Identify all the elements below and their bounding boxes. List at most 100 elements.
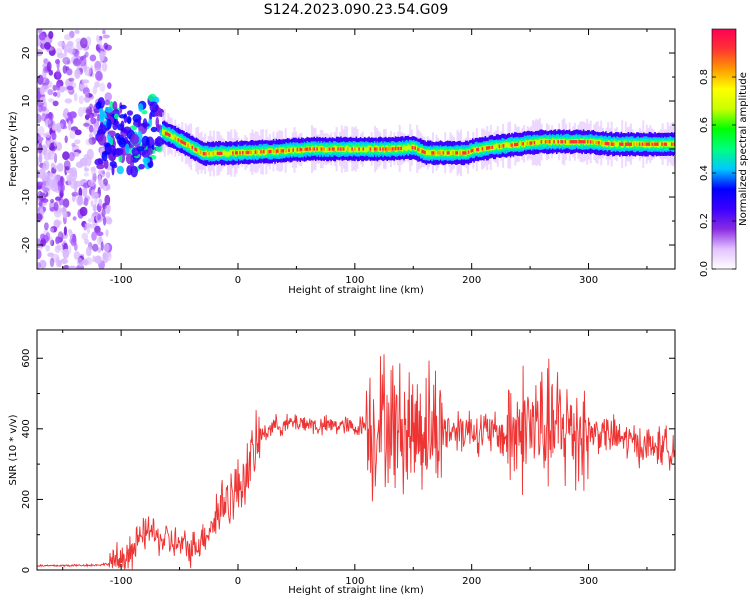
- spectrogram-transition-blob: [159, 129, 163, 137]
- spectrogram-ridge-inner: [616, 142, 618, 148]
- spectrogram-noise-blob: [53, 91, 58, 97]
- spectrogram-ridge-core: [249, 150, 251, 155]
- spectrogram-ridge-inner: [460, 149, 463, 155]
- spectrogram-noise-blob: [104, 44, 112, 51]
- spectrogram-ridge-core: [236, 151, 238, 155]
- spectrogram-ridge-core: [572, 140, 575, 144]
- spectrogram-noise-blob: [57, 180, 62, 186]
- spectrogram-noise-blob: [56, 244, 62, 250]
- spectrogram-ridge-core: [526, 141, 529, 146]
- spectrogram-ridge-core: [647, 142, 649, 146]
- spectrogram-ridge-core: [392, 147, 394, 151]
- spectrogram-ridge-core: [204, 152, 206, 156]
- spectrogram-transition-blob: [119, 104, 127, 110]
- spectrogram-noise-blob: [81, 258, 89, 266]
- spectrogram-ridge-core: [633, 142, 635, 146]
- spectrogram-ridge-core: [394, 147, 397, 151]
- spectrogram-ridge-core: [382, 147, 384, 151]
- spectrogram-ridge-inner: [640, 141, 642, 147]
- spectrogram-transition-blob: [118, 153, 123, 163]
- y-tick-label: 200: [21, 490, 32, 509]
- spectrogram-noise-blob: [63, 226, 67, 236]
- x-tick-label: 300: [579, 576, 598, 587]
- spectrogram-noise-blob: [102, 202, 107, 210]
- spectrogram-ridge-core: [300, 147, 303, 152]
- spectrogram-ridge-core: [595, 140, 597, 145]
- spectrogram-ridge-core: [328, 147, 331, 151]
- spectrogram-ridge-inner: [334, 145, 337, 151]
- spectrogram-noise-blob: [73, 181, 78, 192]
- spectrogram-ridge-core: [438, 151, 440, 155]
- spectrogram-ridge-core: [312, 147, 314, 151]
- spectrogram-ridge-core: [533, 141, 536, 145]
- spectrogram-ridge-core: [362, 147, 365, 151]
- spectrogram-noise-blob: [85, 246, 92, 257]
- spectrogram-ridge-core: [422, 150, 425, 154]
- spectrogram-ridge-core: [607, 142, 610, 146]
- y-tick-label: 600: [21, 349, 32, 368]
- colorbar-gradient: [712, 29, 736, 269]
- spectrogram-noise-blob: [99, 183, 106, 189]
- spectrogram-transition-blob: [97, 134, 107, 146]
- spectrogram-ridge-core: [571, 140, 574, 144]
- spectrogram-ridge-inner: [537, 139, 540, 145]
- spectrogram-ridge-core: [645, 142, 648, 146]
- spectrogram-transition-blob: [106, 134, 111, 140]
- spectrogram-noise-blob: [44, 222, 49, 231]
- spectrogram-transition-blob: [106, 118, 112, 130]
- spectrogram-ridge-core: [327, 147, 330, 151]
- spectrogram-noise-blob: [64, 135, 68, 144]
- spectrogram-ridge-core: [591, 140, 593, 144]
- spectrogram-ridge-core: [560, 140, 562, 144]
- spectrogram-transition-blob: [155, 144, 163, 153]
- spectrogram-ridge-core: [626, 142, 628, 146]
- spectrogram-ridge-inner: [429, 150, 432, 156]
- spectrogram-noise-blob: [41, 113, 47, 122]
- spectrogram-ridge-core: [463, 151, 466, 155]
- spectrogram-transition-blob: [151, 144, 155, 150]
- spectrogram-ridge-inner: [201, 151, 203, 157]
- spectrogram-ridge-inner: [213, 150, 216, 156]
- spectrogram-ridge-core: [180, 139, 182, 144]
- spectrogram-transition-blob: [120, 120, 125, 130]
- spectrogram-ridge-core: [256, 150, 258, 154]
- spectrogram-transition-blob: [118, 114, 127, 119]
- spectrogram-noise-blob: [95, 70, 103, 81]
- spectrogram-ridge-core: [281, 149, 283, 153]
- spectrogram-transition-blob: [153, 141, 161, 146]
- spectrogram-ridge-core: [578, 140, 581, 144]
- spectrogram-ridge-inner: [507, 142, 509, 148]
- spectrogram-noise-blob: [74, 68, 81, 79]
- chart-title: S124.2023.090.23.54.G09: [264, 2, 449, 18]
- spectrogram-ridge-core: [442, 151, 445, 155]
- spectrogram-ridge-core: [627, 142, 630, 146]
- spectrogram-ridge-inner: [484, 146, 487, 152]
- spectrogram-ridge-core: [268, 149, 271, 154]
- spectrogram-noise-blob: [80, 37, 88, 49]
- spectrogram-ridge-core: [303, 147, 306, 151]
- spectrogram-ridge-inner: [558, 138, 561, 144]
- spectrogram-noise-blob: [68, 230, 73, 238]
- spectrogram-ridge-core: [260, 150, 262, 154]
- spectrogram-ridge-core: [446, 151, 449, 155]
- spectrogram-ridge-core: [490, 145, 492, 150]
- spectrogram-ridge-core: [219, 151, 222, 156]
- spectrogram-ridge-core: [549, 140, 551, 144]
- spectrogram-ridge-core: [261, 150, 264, 154]
- spectrogram-ridge-core: [603, 141, 606, 146]
- spectrogram-noise-blob: [87, 179, 96, 187]
- spectrogram-ridge-core: [166, 132, 168, 136]
- snr-x-ticks: -100 0 100 200 300: [62, 330, 648, 587]
- spectrogram-noise-blob: [102, 252, 109, 264]
- spectrogram-ridge-core: [389, 147, 391, 151]
- spectrogram-noise-blob: [49, 227, 55, 233]
- spectrogram-ridge-core: [347, 147, 349, 151]
- spectrogram-ridge-core: [540, 140, 543, 144]
- spectrogram-noise-blob: [54, 196, 62, 201]
- spectrogram-ridge-core: [323, 147, 325, 151]
- spectrogram-noise-blob: [55, 81, 61, 91]
- spectrogram-ridge-core: [672, 142, 674, 146]
- spectrogram-noise-blob: [82, 87, 90, 95]
- spectrogram-noise-blob: [56, 68, 61, 79]
- spectrogram-ridge-core: [620, 142, 623, 146]
